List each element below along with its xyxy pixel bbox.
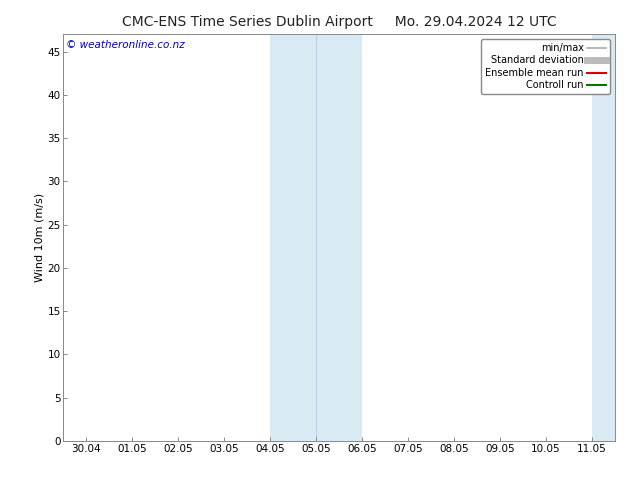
Text: © weatheronline.co.nz: © weatheronline.co.nz bbox=[66, 40, 185, 50]
Y-axis label: Wind 10m (m/s): Wind 10m (m/s) bbox=[35, 193, 44, 282]
Bar bbox=[270, 34, 316, 441]
Title: CMC-ENS Time Series Dublin Airport     Mo. 29.04.2024 12 UTC: CMC-ENS Time Series Dublin Airport Mo. 2… bbox=[122, 15, 557, 29]
Bar bbox=[615, 34, 634, 441]
Bar bbox=[592, 34, 615, 441]
Legend: min/max, Standard deviation, Ensemble mean run, Controll run: min/max, Standard deviation, Ensemble me… bbox=[481, 39, 610, 94]
Bar bbox=[316, 34, 362, 441]
